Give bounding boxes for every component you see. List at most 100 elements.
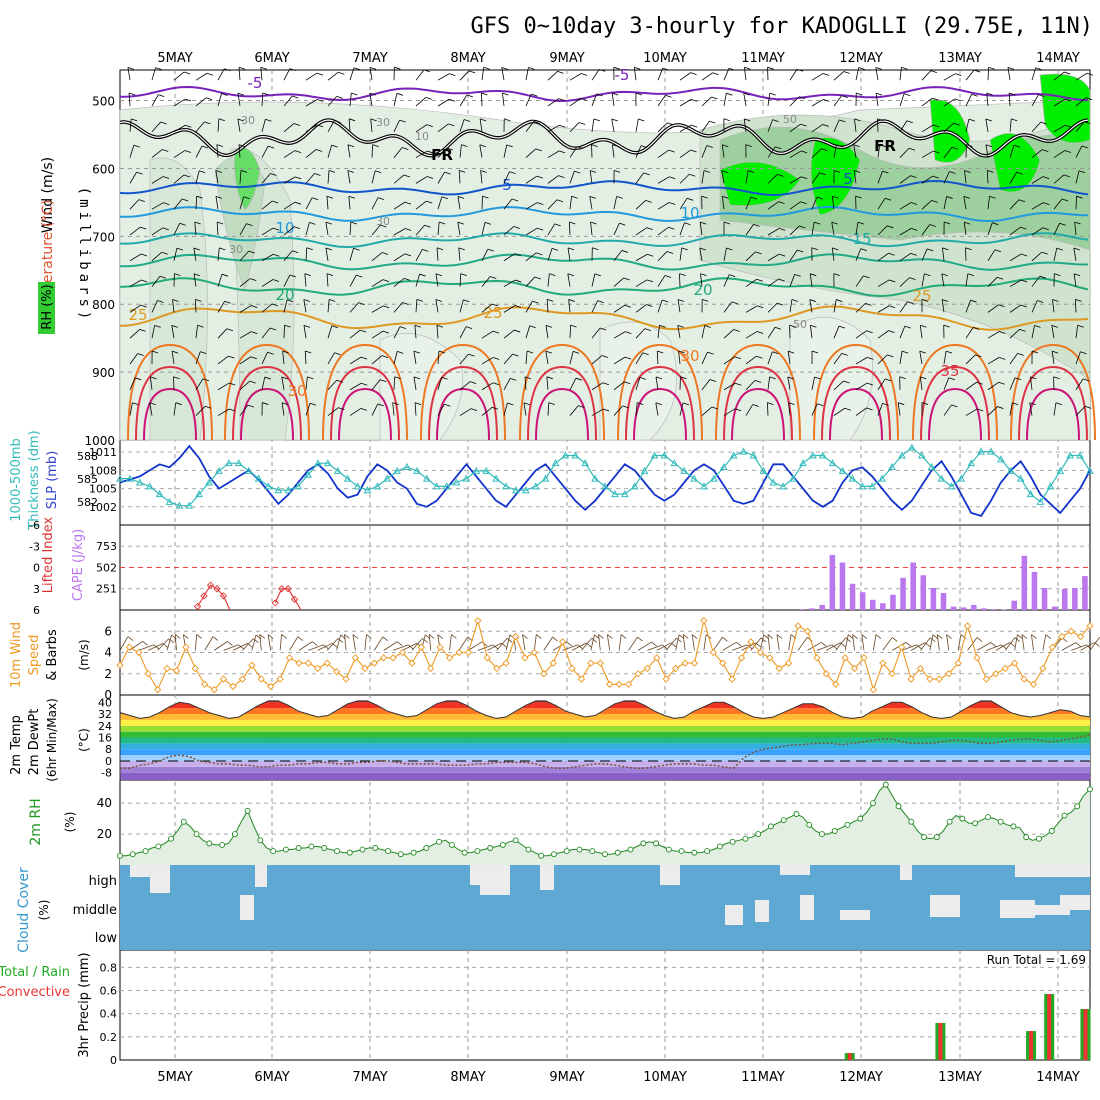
rh-point — [653, 840, 660, 847]
upper-wind-barb — [701, 352, 708, 365]
upper-wind-barb — [151, 121, 161, 133]
upper-wind-barb — [272, 200, 279, 204]
upper-wind-barb — [503, 171, 510, 184]
upper-wind-barb — [745, 224, 754, 236]
upper-wind-barb — [809, 325, 813, 339]
rh-area — [120, 784, 1090, 865]
upper-wind-barb — [503, 378, 511, 390]
upper-wind-barb — [284, 324, 291, 328]
upper-wind-barb — [769, 92, 776, 96]
wind-barb — [279, 634, 282, 651]
rh-point — [563, 848, 570, 855]
upper-wind-barb — [843, 71, 850, 74]
wind-speed-point — [1086, 622, 1094, 630]
upper-wind-barb — [569, 405, 579, 416]
thickness-point — [937, 474, 946, 482]
upper-wind-barb — [810, 324, 817, 328]
low-level-temp-arch — [127, 343, 213, 441]
upper-wind-barb — [589, 170, 597, 173]
upper-wind-barb — [512, 353, 519, 357]
thickness-point — [165, 497, 174, 505]
upper-wind-barb — [567, 273, 571, 287]
thickness-point — [541, 474, 550, 482]
rh-point — [487, 845, 494, 851]
upper-wind-barb — [910, 175, 917, 179]
upper-wind-barb — [306, 247, 313, 251]
upper-wind-barb — [943, 73, 956, 81]
upper-wind-barb — [679, 198, 688, 210]
thickness-point — [739, 447, 748, 455]
thickness-point — [898, 451, 906, 459]
pressure-tick-label: 500 — [92, 95, 115, 109]
upper-wind-barb — [945, 350, 953, 354]
upper-wind-barb — [268, 145, 275, 149]
upper-wind-barb — [349, 408, 362, 416]
rh-shading — [810, 137, 861, 216]
upper-wind-barb — [963, 195, 970, 199]
upper-wind-barb — [921, 150, 934, 158]
wind-barb — [298, 641, 313, 651]
upper-wind-barb — [855, 195, 862, 199]
upper-wind-barb — [281, 376, 285, 390]
upper-wind-barb — [965, 94, 973, 107]
wind-barb — [308, 644, 324, 651]
lifted-index-point — [271, 599, 279, 607]
upper-wind-barb — [591, 144, 598, 147]
wind-barb — [1045, 634, 1052, 639]
upper-wind-barb — [569, 351, 574, 365]
upper-wind-barb — [568, 299, 571, 313]
upper-wind-barb — [509, 171, 516, 174]
contour-label: 25 — [912, 287, 931, 305]
upper-wind-barb — [224, 68, 231, 72]
thickness-point — [244, 466, 253, 474]
upper-wind-barb — [640, 145, 648, 148]
upper-wind-barb — [531, 93, 538, 97]
temp-tick: 0 — [105, 755, 112, 768]
upper-wind-barb — [249, 380, 256, 384]
upper-wind-barb — [570, 324, 577, 328]
upper-wind-barb — [767, 351, 773, 365]
upper-wind-barb — [394, 66, 401, 70]
upper-wind-barb — [616, 196, 623, 199]
upper-wind-barb — [823, 73, 830, 76]
rh-point — [589, 848, 596, 855]
upper-wind-barb — [677, 299, 681, 313]
upper-wind-barb — [415, 150, 428, 158]
thickness-point — [917, 451, 926, 459]
upper-wind-barb — [887, 354, 894, 358]
upper-wind-barb — [173, 98, 186, 107]
upper-wind-barb — [767, 93, 771, 107]
upper-wind-barb — [327, 144, 333, 158]
upper-wind-barb — [239, 223, 247, 236]
upper-wind-barb — [151, 202, 164, 210]
upper-wind-barb — [721, 170, 725, 184]
upper-wind-barb — [331, 144, 338, 148]
precip-convective-bar — [1047, 994, 1052, 1060]
upper-wind-barb — [303, 299, 307, 313]
upper-wind-barb — [838, 325, 846, 329]
upper-wind-barb — [796, 68, 804, 72]
upper-wind-barb — [173, 174, 185, 184]
upper-wind-barb — [591, 408, 604, 416]
upper-wind-barb — [547, 199, 558, 210]
upper-wind-barb — [860, 248, 867, 252]
upper-wind-barb — [745, 170, 749, 184]
upper-wind-barb — [479, 118, 483, 132]
upper-wind-barb — [642, 352, 649, 356]
upper-wind-barb — [624, 356, 632, 360]
cloud-gap — [1015, 865, 1090, 877]
upper-wind-barb — [888, 330, 895, 334]
contour-label: 30 — [376, 215, 390, 228]
upper-wind-barb — [480, 170, 487, 173]
upper-wind-barb — [699, 247, 703, 261]
upper-wind-barb — [413, 351, 417, 365]
upper-wind-barb — [305, 124, 318, 133]
wind-barb — [281, 634, 287, 639]
upper-wind-barb — [1008, 92, 1011, 107]
upper-wind-barb — [264, 376, 271, 380]
rh-point — [359, 846, 366, 853]
upper-wind-barb — [559, 150, 566, 154]
low-level-temp-arch — [535, 387, 589, 441]
wind-barb — [373, 636, 384, 651]
thickness-point — [512, 486, 520, 494]
